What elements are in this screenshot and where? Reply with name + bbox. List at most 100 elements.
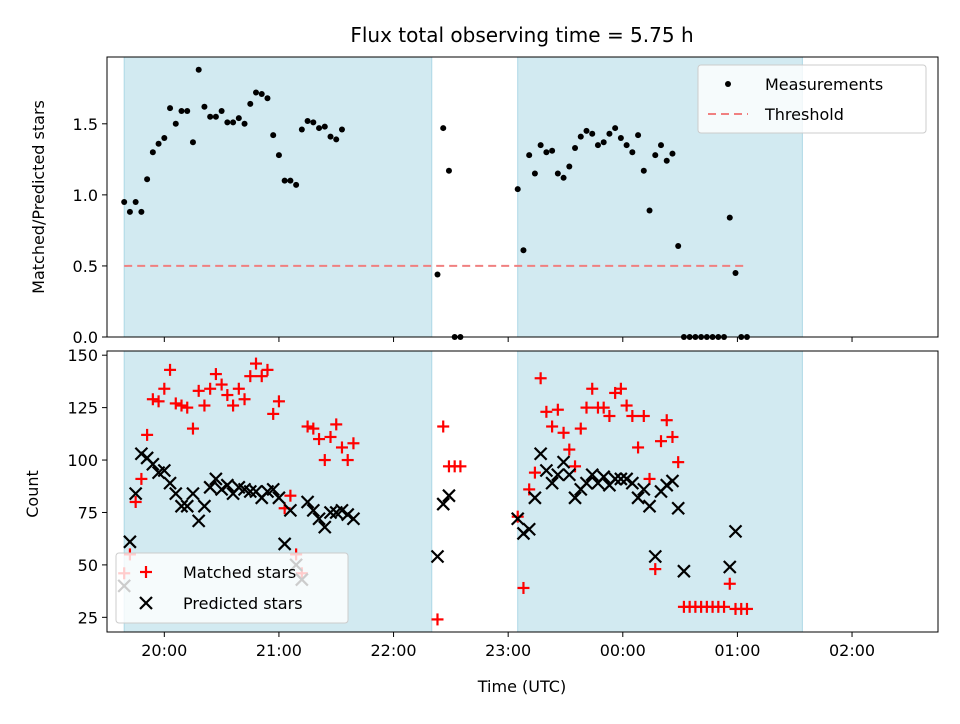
matched-star-point [347,437,360,450]
legend-measurements-label: Measurements [765,75,883,94]
predicted-star-point [637,482,651,497]
measurement-point [646,207,653,214]
measurement-point [149,149,156,156]
measurement-point [669,150,676,157]
measurement-point [445,167,452,174]
measurement-point [298,126,305,133]
measurement-point [440,125,447,132]
measurement-point [514,186,521,193]
matched-star-point [563,443,576,456]
measurement-point [526,152,533,159]
bottom-y-ticks: 25 50 75 100 125 150 [67,346,107,627]
measurement-point [640,167,647,174]
matched-star-point [250,357,263,370]
predicted-star-point [614,472,628,486]
predicted-star-point [545,476,559,490]
matched-star-point [313,433,326,446]
top-y-axis-label: Matched/Predicted stars [29,100,48,294]
measurement-point [287,177,294,184]
y-tick-label: 150 [67,346,98,365]
predicted-star-point [631,491,645,505]
measurement-point [253,89,260,96]
measurement-point [543,149,550,156]
x-tick-label: 00:00 [600,641,646,660]
predicted-star-point [648,549,663,564]
chart-title: Flux total observing time = 5.75 h [350,23,693,47]
predicted-star-point [220,478,235,492]
matched-star-point [215,378,228,391]
matched-star-point [454,460,467,473]
measurement-point [224,119,231,126]
predicted-star-point [562,467,577,482]
predicted-star-point [533,446,548,461]
matched-star-point [175,399,188,412]
predicted-star-point [579,476,594,490]
matched-star-point [660,414,673,427]
matched-star-point [186,422,199,435]
predicted-star-point [277,537,292,551]
bottom-legend: Matched stars Predicted stars [115,552,349,624]
y-tick-label: 75 [78,503,98,522]
predicted-star-point [585,467,600,482]
matched-star-point [238,393,251,406]
predicted-star-point [722,560,737,574]
matched-star-point [626,410,639,423]
measurement-point [594,142,601,149]
matched-star-point [511,510,524,523]
predicted-star-point [728,524,743,539]
legend-predicted-label: Predicted stars [183,594,303,613]
matched-star-point [152,395,165,408]
matched-star-point [620,399,633,412]
predicted-star-point [209,472,223,486]
y-tick-label: 1.5 [73,115,98,134]
measurement-point [316,125,323,132]
measurement-point [207,113,214,120]
matched-star-point [649,563,662,576]
matched-star-point [181,401,194,414]
measurement-point [583,127,590,134]
matched-star-point [437,420,450,433]
measurement-point [126,208,133,215]
matched-star-point [335,441,348,454]
predicted-star-point [123,535,137,549]
matched-star-point [517,581,530,594]
measurement-point [195,66,202,73]
predicted-star-point [243,484,258,499]
measurement-point [663,157,670,164]
matched-star-point [244,370,257,383]
measurement-point [321,123,328,130]
predicted-star-point [128,486,143,501]
measurement-point [247,100,254,107]
x-tick-label: 23:00 [485,641,531,660]
measurement-point [434,271,441,278]
measurement-point [612,125,619,132]
measurement-point [275,152,282,159]
measurement-point [241,120,248,127]
measurement-point [184,108,191,115]
matched-star-point [597,401,610,414]
bottom-legend-box [115,552,349,624]
measurement-point [726,214,733,221]
measurement-point [635,132,642,139]
top-y-ticks: 0.0 0.5 1.0 1.5 [73,115,107,347]
matched-star-point [528,466,541,479]
measurement-point [333,136,340,143]
legend-predicted-marker [139,596,153,610]
measurement-point [167,105,174,112]
predicted-star-point [625,476,640,490]
measurement-point [560,174,567,181]
predicted-star-point [346,511,361,526]
predicted-star-point [312,511,326,526]
y-tick-label: 0.5 [73,257,98,276]
x-tick-label: 21:00 [256,641,302,660]
measurement-point [629,149,636,156]
matched-star-point [580,401,593,414]
matched-star-point [209,368,222,381]
predicted-star-point [283,503,298,518]
top-legend-box [697,64,927,134]
measurement-point [270,132,277,139]
predicted-star-point [522,522,536,537]
legend-matched-label: Matched stars [183,563,296,582]
predicted-star-point [539,463,554,478]
measurement-point [531,170,538,177]
